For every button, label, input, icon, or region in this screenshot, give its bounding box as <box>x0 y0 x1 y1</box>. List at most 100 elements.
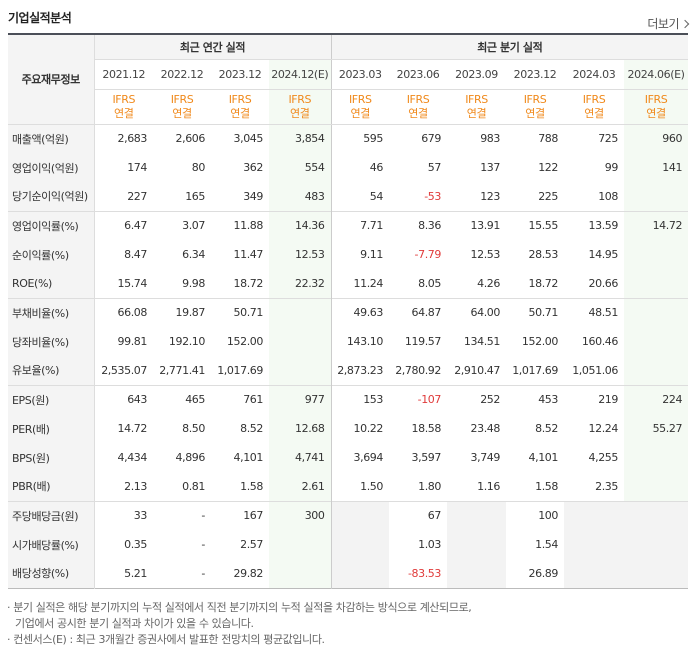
row-label: 주당배당금(원) <box>8 500 94 530</box>
table-cell <box>564 559 624 588</box>
table-cell <box>447 500 506 530</box>
table-cell: 983 <box>480 132 500 146</box>
table-cell: - <box>153 500 211 530</box>
row-label: 순이익률(%) <box>8 240 94 269</box>
table-cell: 80 <box>191 161 206 174</box>
table-cell: -83.53 <box>407 566 441 580</box>
table-cell: 137 <box>480 161 500 174</box>
table-row: 당기순이익(억원) 227 165 349 483 54 -53 123 225 108 <box>8 182 689 211</box>
table-row: EPS(원) 643 465 761 977 153 -107 252 453 219 224 <box>8 384 689 414</box>
basis-header: IFRS 연결 <box>269 89 331 125</box>
table-row: 영업이익률(%) 6.47 3.07 11.88 14.36 7.71 8.36 13.91 1… <box>8 210 689 240</box>
footnotes: · 분기 실적은 해당 분기까지의 누적 실적에서 직전 분기까지의 누적 실적… <box>7 600 472 648</box>
period-header: 2023.09 <box>447 59 506 90</box>
table-row: BPS(원) 4,434 4,896 4,101 4,741 3,694 3,597 3,74… <box>8 443 689 472</box>
more-link[interactable]: 더보기 <box>647 15 690 32</box>
basis-header: IFRS 연결 <box>211 89 269 125</box>
table-cell: 143.10 <box>330 327 389 356</box>
table-cell: 9.11 <box>330 240 389 269</box>
table-cell: 725 <box>598 132 618 146</box>
table-cell: 219 <box>564 384 624 414</box>
table-cell: 4,434 <box>93 443 153 472</box>
table-cell: 14.95 <box>588 248 619 261</box>
table-cell: 12.53 <box>470 248 501 261</box>
table-cell <box>624 500 689 530</box>
table-cell: 192.10 <box>168 335 205 348</box>
table-cell: 11.47 <box>233 248 264 261</box>
table-cell: 13.91 <box>447 210 506 240</box>
table-cell: 99.81 <box>93 327 153 356</box>
period-header: 2023.12 <box>506 59 564 90</box>
row-label: ROE(%) <box>8 269 94 298</box>
table-cell: 20.66 <box>588 276 619 290</box>
table-cell: 8.52 <box>535 422 558 435</box>
basis-header: IFRS 연결 <box>153 89 211 125</box>
financial-table: 주요재무정보 최근 연간 실적 최근 분기 실적 2021.12 2022.12 2… <box>8 33 689 589</box>
table-cell: 1.80 <box>418 479 441 493</box>
table-cell: 14.72 <box>624 210 689 240</box>
table-cell: 15.55 <box>506 210 564 240</box>
table-cell: - <box>201 566 205 580</box>
table-cell: 1,017.69 <box>512 363 558 377</box>
basis-header: IFRS 연결 <box>389 89 447 125</box>
table-cell: 960 <box>624 124 689 153</box>
basis-header: IFRS 연결 <box>330 89 389 125</box>
row-label: 매출액(억원) <box>8 124 94 153</box>
table-cell: 465 <box>153 384 211 414</box>
table-cell: 10.22 <box>330 414 389 443</box>
table-cell: 679 <box>421 132 441 146</box>
table-cell <box>269 559 331 588</box>
footnote-line: · 분기 실적은 해당 분기까지의 누적 실적에서 직전 분기까지의 누적 실적… <box>7 601 472 614</box>
table-cell: 18.72 <box>233 276 264 290</box>
table-cell: 153 <box>330 384 389 414</box>
table-cell: 4,896 <box>175 451 206 464</box>
table-cell: 2.13 <box>93 472 153 501</box>
period-header: 2023.12 <box>211 59 269 90</box>
period-header: 2022.12 <box>153 59 211 90</box>
table-cell: 174 <box>93 153 153 182</box>
row-label: BPS(원) <box>8 443 94 472</box>
table-cell: 2,873.23 <box>330 356 389 385</box>
table-cell: 554 <box>269 153 331 182</box>
row-label: 당기순이익(억원) <box>8 182 94 211</box>
section-title: 기업실적분석 <box>8 11 72 25</box>
period-header: 2021.12 <box>93 59 153 90</box>
table-row: 당좌비율(%) 99.81 192.10 152.00 143.10 119.57 134.… <box>8 327 689 356</box>
table-cell: 2.61 <box>269 472 331 501</box>
table-cell: 13.59 <box>564 210 624 240</box>
row-label: 당좌비율(%) <box>8 327 94 356</box>
table-cell: 6.34 <box>182 248 205 261</box>
footnote-line: · 컨센서스(E) : 최근 3개월간 증권사에서 발표한 전망치의 평균값입니… <box>7 633 325 646</box>
table-cell: 11.88 <box>211 210 269 240</box>
table-cell: 152.00 <box>226 335 263 348</box>
group-annual-header: 최근 연간 실적 <box>93 34 331 60</box>
table-cell <box>269 297 331 327</box>
corner-label: 주요재무정보 <box>8 34 94 125</box>
row-label: 영업이익(억원) <box>8 153 94 182</box>
table-cell: 761 <box>211 384 269 414</box>
table-cell: 123 <box>480 189 500 203</box>
table-cell: 0.35 <box>93 530 153 559</box>
table-cell: 26.89 <box>528 566 559 580</box>
chevron-right-icon <box>680 19 690 29</box>
table-cell: 4,255 <box>588 451 619 464</box>
row-label: 배당성향(%) <box>8 559 94 588</box>
table-cell: 4,741 <box>269 443 331 472</box>
table-cell: 2,606 <box>175 132 206 146</box>
row-label: 시가배당률(%) <box>8 530 94 559</box>
table-cell: -107 <box>389 384 447 414</box>
table-cell: 7.71 <box>330 210 389 240</box>
table-cell: 49.63 <box>330 297 389 327</box>
table-cell: 2,683 <box>93 124 153 153</box>
table-cell: 1.50 <box>330 472 389 501</box>
more-link-label: 더보기 <box>647 17 679 31</box>
table-cell <box>269 530 331 559</box>
row-label: EPS(원) <box>8 384 94 414</box>
table-row: 영업이익(억원) 174 80 362 554 46 57 137 122 99 141 <box>8 153 689 182</box>
table-cell: 3,854 <box>269 124 331 153</box>
table-cell: 134.51 <box>463 335 500 348</box>
table-cell: 12.68 <box>269 414 331 443</box>
table-cell <box>624 297 689 327</box>
table-cell: - <box>201 538 205 551</box>
